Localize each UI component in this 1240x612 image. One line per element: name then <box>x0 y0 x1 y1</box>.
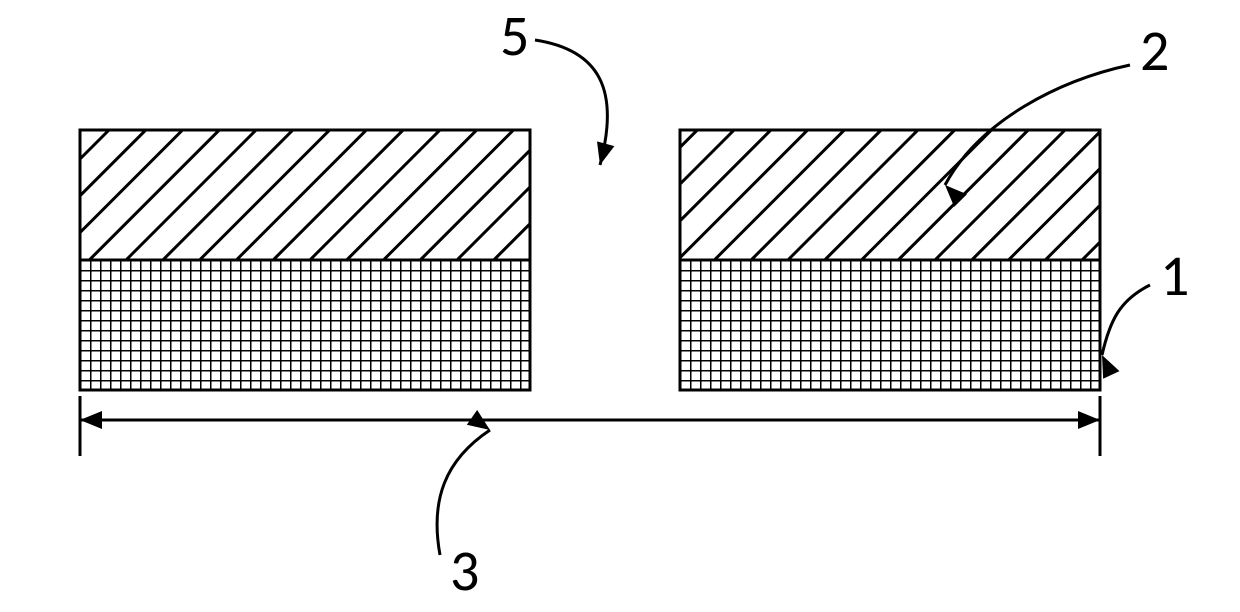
callout-three: 3 <box>437 410 490 606</box>
dimension-3 <box>80 396 1100 456</box>
callout-label-one: 1 <box>1160 240 1189 311</box>
callout-label-five: 5 <box>500 0 529 71</box>
layer-1-left <box>80 260 530 390</box>
callout-label-three: 3 <box>450 535 479 606</box>
layer-2-left <box>80 130 530 260</box>
callout-label-two: 2 <box>1140 15 1169 86</box>
layer-2-right <box>680 130 1100 260</box>
callout-one: 1 <box>1102 240 1189 379</box>
layer-1-right <box>680 260 1100 390</box>
